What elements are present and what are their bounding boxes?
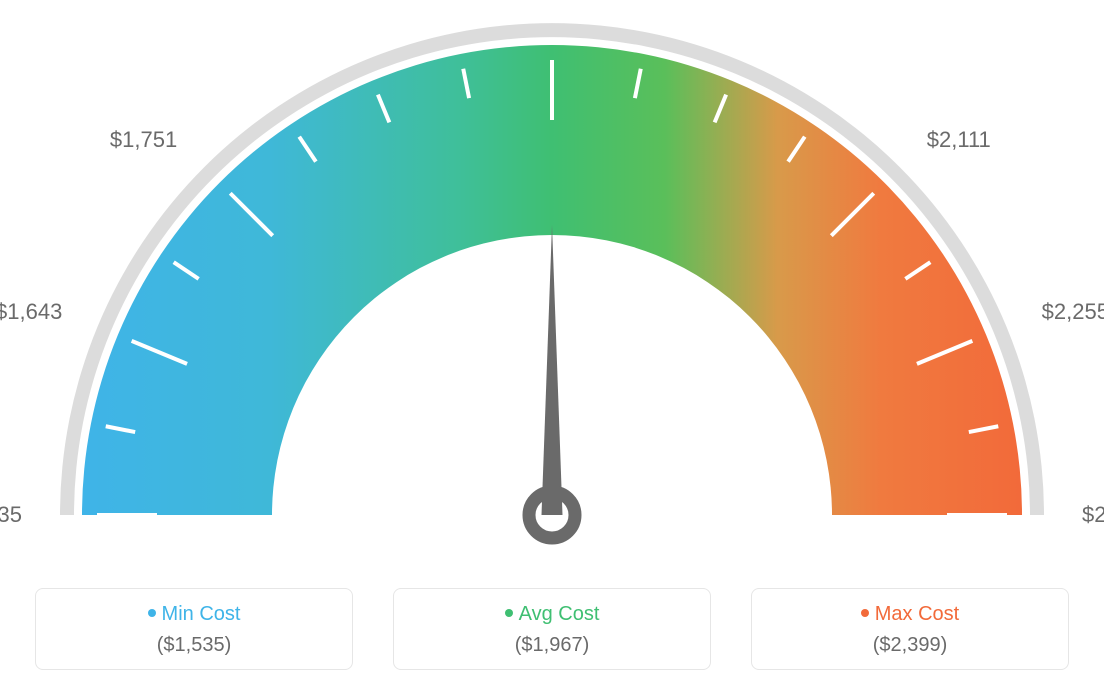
gauge-tick-label: $1,535 <box>0 502 22 528</box>
gauge-needle <box>542 225 563 515</box>
legend-dot-max <box>861 609 869 617</box>
legend-value-avg: ($1,967) <box>394 634 710 657</box>
legend-dot-avg <box>505 609 513 617</box>
legend-value-min: ($1,535) <box>36 634 352 657</box>
gauge-tick-label: $2,399 <box>1082 502 1104 528</box>
gauge-svg <box>0 0 1104 560</box>
gauge-tick-label: $1,751 <box>110 127 177 153</box>
legend-title-avg: Avg Cost <box>394 603 710 626</box>
gauge-area: $1,535$1,643$1,751$1,967$2,111$2,255$2,3… <box>0 0 1104 560</box>
legend-label-max: Max Cost <box>875 603 959 625</box>
legend-card-max: Max Cost ($2,399) <box>751 588 1069 670</box>
legend-value-max: ($2,399) <box>752 634 1068 657</box>
legend-label-min: Min Cost <box>162 603 241 625</box>
legend-label-avg: Avg Cost <box>519 603 600 625</box>
legend-dot-min <box>148 609 156 617</box>
cost-gauge-chart: $1,535$1,643$1,751$1,967$2,111$2,255$2,3… <box>0 0 1104 690</box>
legend-title-min: Min Cost <box>36 603 352 626</box>
legend-row: Min Cost ($1,535) Avg Cost ($1,967) Max … <box>35 588 1069 670</box>
gauge-tick-label: $1,643 <box>0 299 62 325</box>
gauge-tick-label: $2,111 <box>927 127 991 153</box>
legend-card-avg: Avg Cost ($1,967) <box>393 588 711 670</box>
legend-title-max: Max Cost <box>752 603 1068 626</box>
legend-card-min: Min Cost ($1,535) <box>35 588 353 670</box>
gauge-tick-label: $2,255 <box>1042 299 1104 325</box>
